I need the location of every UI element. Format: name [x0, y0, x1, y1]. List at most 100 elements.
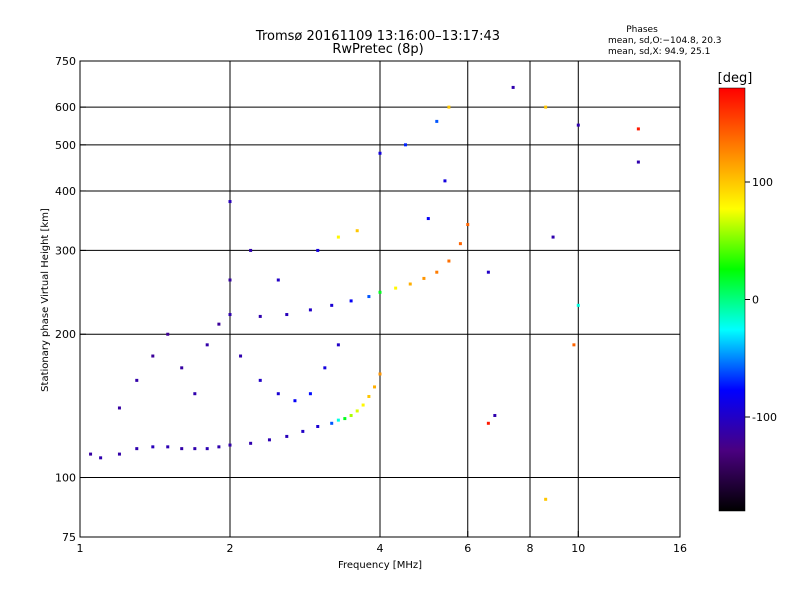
- data-point: [228, 200, 232, 204]
- data-point: [426, 217, 430, 221]
- phases-mean-o: mean, sd,O:−104.8, 20.3: [608, 36, 722, 46]
- data-point: [343, 417, 347, 421]
- y-axis-label: Stationary phase Virtual Height [km]: [40, 208, 51, 392]
- x-axis-ticks: 1 2 4 6 8 10 16: [77, 531, 687, 555]
- colorbar-tick-label: -100: [752, 411, 777, 424]
- data-point: [447, 259, 451, 263]
- data-point: [493, 413, 497, 417]
- data-point: [166, 332, 170, 336]
- x-tick-label: 2: [227, 542, 234, 555]
- data-point: [367, 394, 371, 398]
- data-point: [205, 343, 209, 347]
- data-point: [403, 143, 407, 147]
- data-point: [316, 248, 320, 252]
- colorbar-tick-label: 0: [752, 294, 759, 307]
- data-point: [193, 392, 197, 396]
- y-tick-label: 300: [55, 244, 76, 257]
- data-point: [249, 248, 253, 252]
- data-point: [135, 447, 139, 451]
- data-point: [151, 445, 155, 449]
- data-point: [544, 497, 548, 501]
- data-point: [447, 105, 451, 109]
- data-point: [276, 392, 280, 396]
- data-point: [466, 223, 470, 227]
- data-point: [349, 299, 353, 303]
- data-point: [486, 270, 490, 274]
- data-point: [258, 378, 262, 382]
- data-point: [193, 447, 197, 451]
- data-point: [361, 403, 365, 407]
- data-point: [285, 313, 289, 317]
- x-tick-label: 8: [527, 542, 534, 555]
- data-point: [301, 429, 305, 433]
- x-tick-label: 6: [464, 542, 471, 555]
- data-point: [572, 343, 576, 347]
- data-point: [217, 322, 221, 326]
- data-point: [276, 278, 280, 282]
- data-point: [576, 123, 580, 127]
- data-point: [239, 354, 243, 358]
- y-tick-label: 75: [62, 531, 76, 544]
- data-point: [205, 447, 209, 451]
- data-point: [336, 235, 340, 239]
- data-point: [258, 314, 262, 318]
- data-point: [544, 105, 548, 109]
- colorbar-tick-label: 100: [752, 176, 773, 189]
- phases-mean-x: mean, sd,X: 94.9, 25.1: [608, 47, 710, 57]
- x-tick-label: 4: [377, 542, 384, 555]
- data-point: [336, 418, 340, 422]
- chart-title: Tromsø 20161109 13:16:00–13:17:43: [255, 29, 500, 44]
- colorbar-ticks: 100 0 -100: [745, 176, 777, 424]
- data-point: [166, 445, 170, 449]
- data-point: [394, 286, 398, 290]
- data-point: [435, 119, 439, 123]
- data-point: [330, 421, 334, 425]
- data-point: [349, 413, 353, 417]
- x-axis-label: Frequency [MHz]: [338, 560, 422, 571]
- y-tick-label: 750: [55, 55, 76, 68]
- x-tick-label: 1: [77, 542, 84, 555]
- grid-lines: [80, 61, 680, 537]
- data-point: [117, 406, 121, 410]
- data-point: [217, 445, 221, 449]
- data-point: [378, 151, 382, 155]
- y-tick-label: 500: [55, 139, 76, 152]
- y-tick-label: 400: [55, 185, 76, 198]
- data-point: [228, 278, 232, 282]
- data-point: [636, 160, 640, 164]
- data-point: [330, 303, 334, 307]
- data-point: [180, 366, 184, 370]
- data-point: [373, 385, 377, 389]
- data-point: [99, 456, 103, 460]
- data-point: [308, 308, 312, 312]
- data-point: [228, 443, 232, 447]
- data-point: [285, 434, 289, 438]
- data-points: [89, 85, 640, 501]
- data-point: [636, 127, 640, 131]
- data-point: [293, 399, 297, 403]
- colorbar: [718, 87, 746, 512]
- chart-subtitle: RwPretec (8p): [332, 42, 423, 57]
- data-point: [355, 409, 359, 413]
- data-point: [511, 85, 515, 89]
- data-point: [267, 438, 271, 442]
- data-point: [408, 282, 412, 286]
- y-tick-label: 100: [55, 472, 76, 485]
- data-point: [180, 447, 184, 451]
- data-point: [151, 354, 155, 358]
- data-point: [249, 441, 253, 445]
- data-point: [422, 276, 426, 280]
- y-axis-ticks: 75 100 200 300 400 500 600 750: [55, 55, 86, 544]
- x-tick-label: 10: [571, 542, 585, 555]
- data-point: [378, 290, 382, 294]
- y-tick-label: 200: [55, 328, 76, 341]
- data-point: [117, 452, 121, 456]
- data-point: [551, 235, 555, 239]
- y-tick-label: 600: [55, 101, 76, 114]
- data-point: [135, 378, 139, 382]
- data-point: [89, 452, 93, 456]
- data-point: [228, 313, 232, 317]
- data-point: [435, 270, 439, 274]
- data-point: [355, 229, 359, 233]
